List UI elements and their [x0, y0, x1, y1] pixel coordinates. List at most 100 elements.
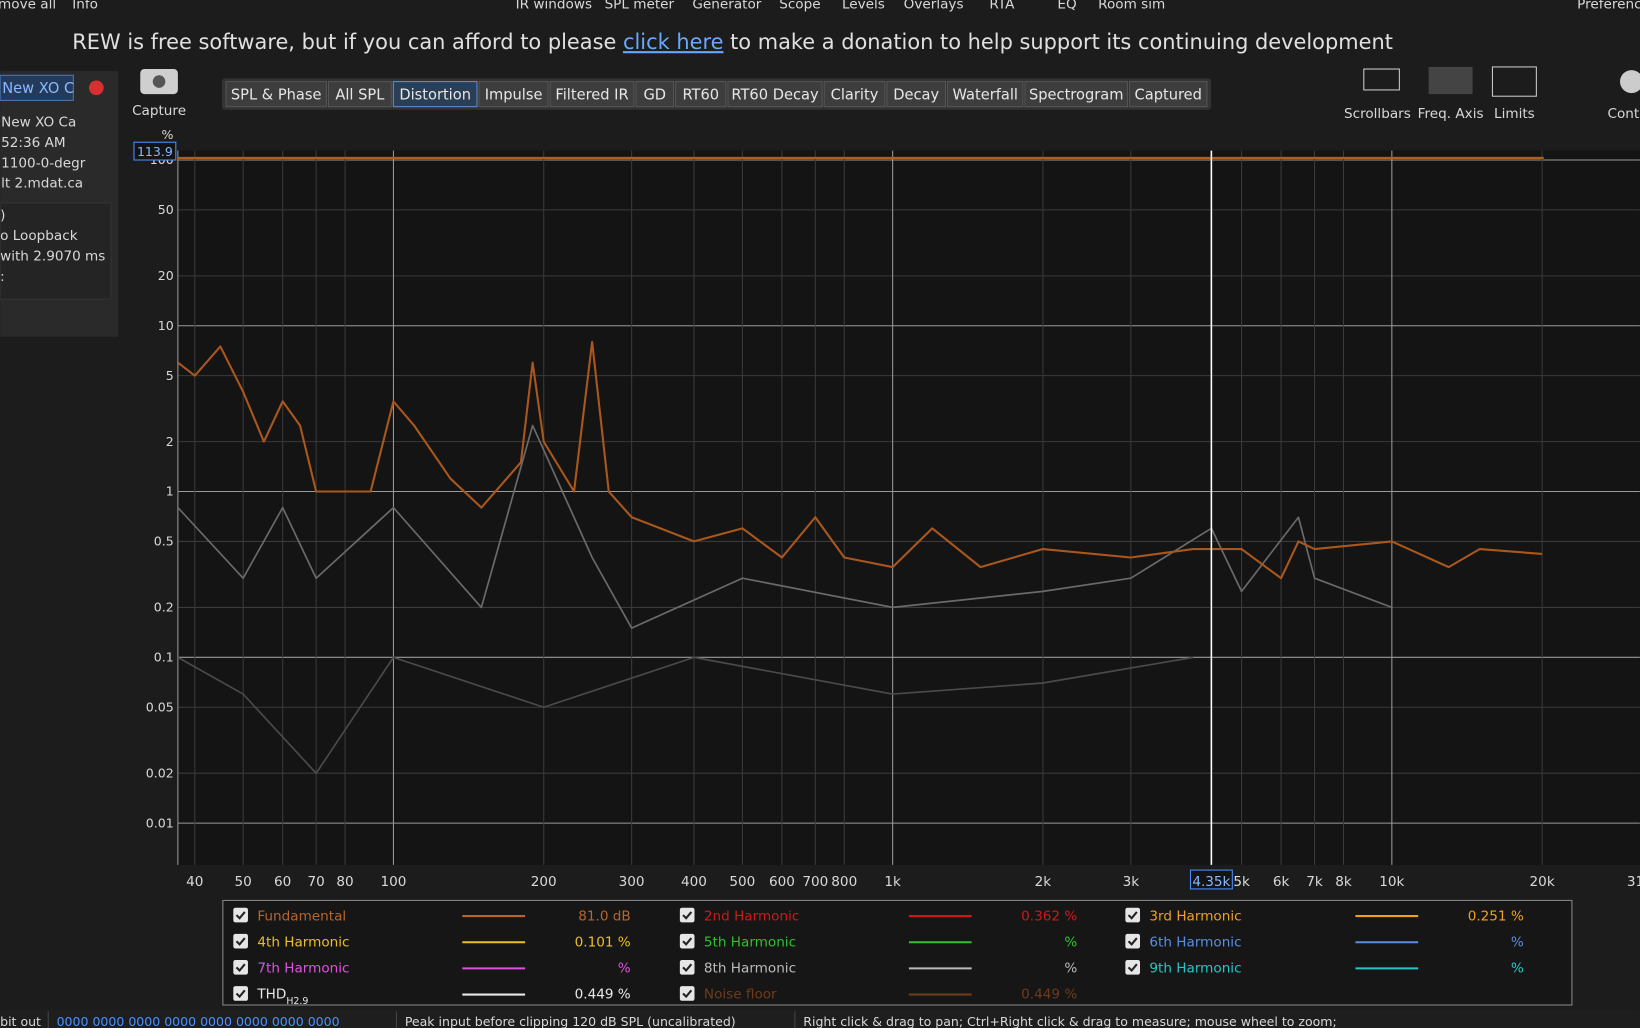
- limits-icon[interactable]: [1491, 66, 1537, 97]
- menu-item[interactable]: Overlays: [904, 0, 964, 12]
- legend-name: Fundamental: [257, 908, 346, 924]
- legend-value: %: [1064, 961, 1077, 977]
- banner-text: REW is free software, but if you can aff…: [72, 30, 623, 54]
- measurement-note: o Loopback: [0, 228, 78, 244]
- menu-item[interactable]: Generator: [692, 0, 761, 12]
- tab-button[interactable]: [947, 81, 1024, 108]
- tab-button[interactable]: [886, 81, 947, 108]
- tab-label: Impulse: [485, 86, 543, 103]
- tab-button[interactable]: [392, 81, 478, 108]
- legend-value: %: [1511, 961, 1524, 977]
- status-text: bit out: [0, 1014, 41, 1028]
- x-tick-label: 80: [336, 874, 353, 890]
- legend-name: 8th Harmonic: [704, 961, 796, 977]
- tab-label: GD: [643, 86, 666, 103]
- y-tick-label: 10: [158, 318, 174, 333]
- x-tick-label: 50: [235, 874, 252, 890]
- x-tick-label: 500: [729, 874, 755, 890]
- legend-checkbox[interactable]: [233, 933, 248, 949]
- selected-measurement[interactable]: [0, 74, 74, 101]
- controls-icon[interactable]: [1620, 70, 1640, 94]
- legend-value: 0.101 %: [575, 934, 631, 950]
- legend-subscript: H2.9: [286, 996, 308, 1007]
- x-tick-label: 7k: [1306, 874, 1323, 890]
- menu-item[interactable]: Levels: [842, 0, 885, 12]
- freq-axis-icon[interactable]: [1428, 66, 1473, 95]
- menu-item[interactable]: RTA: [989, 0, 1015, 12]
- legend-checkbox[interactable]: [679, 907, 695, 923]
- cursor-x-label: 4.35k: [1192, 874, 1230, 890]
- y-tick-label: 50: [158, 202, 174, 217]
- menu-item[interactable]: Preferenc: [1577, 0, 1640, 12]
- tool-label[interactable]: Freq. Axis: [1418, 106, 1484, 122]
- legend-checkbox[interactable]: [1125, 933, 1141, 949]
- x-tick-label: 400: [681, 874, 707, 890]
- tab-button[interactable]: [478, 81, 549, 108]
- menu-item[interactable]: Room sim: [1098, 0, 1165, 12]
- x-tick-label: 5k: [1233, 874, 1250, 890]
- measurement-detail: lt 2.mdat.ca: [1, 176, 83, 192]
- cursor-x-box: [1189, 869, 1233, 890]
- x-tick-label: 300: [619, 874, 645, 890]
- donation-link[interactable]: click here: [623, 30, 723, 54]
- status-text: Right click & drag to pan; Ctrl+Right cl…: [803, 1014, 1336, 1028]
- x-tick-label: 60: [274, 874, 291, 890]
- cursor-y-box: [133, 141, 177, 161]
- tool-label[interactable]: Limits: [1494, 106, 1535, 122]
- menu-item[interactable]: Scope: [779, 0, 820, 12]
- tab-button[interactable]: [549, 81, 635, 108]
- y-tick-label: 0.02: [146, 765, 174, 780]
- capture-label[interactable]: Capture: [132, 103, 186, 119]
- check-mark: [235, 937, 246, 946]
- x-tick-label: 6k: [1273, 874, 1290, 890]
- banner-text: to make a donation to help support its c…: [723, 30, 1392, 54]
- measurement-name[interactable]: New XO C: [2, 80, 74, 97]
- tab-button[interactable]: [1024, 81, 1128, 108]
- measurement-detail: New XO Ca: [1, 115, 76, 131]
- tab-button[interactable]: [727, 81, 823, 108]
- status-text: Peak input before clipping 120 dB SPL (u…: [405, 1014, 736, 1028]
- tab-button[interactable]: [675, 81, 727, 108]
- tab-label: Waterfall: [952, 86, 1017, 103]
- legend-value: 0.449 %: [575, 987, 631, 1003]
- status-text: 0000 0000 0000 0000 0000 0000 0000 0000: [57, 1014, 340, 1028]
- menu-item[interactable]: IR windows: [516, 0, 592, 12]
- tool-label[interactable]: Scrollbars: [1344, 106, 1411, 122]
- menu-item[interactable]: SPL meter: [605, 0, 675, 12]
- legend-checkbox[interactable]: [679, 986, 695, 1001]
- legend-checkbox[interactable]: [679, 933, 695, 949]
- trace-line: [177, 340, 1543, 580]
- tab-button[interactable]: [1129, 81, 1208, 108]
- legend-checkbox[interactable]: [233, 986, 248, 1001]
- tab-label: Spectrogram: [1029, 86, 1123, 103]
- tab-button[interactable]: [823, 81, 886, 108]
- tab-button[interactable]: [635, 81, 675, 108]
- legend-checkbox[interactable]: [1125, 907, 1141, 923]
- close-icon[interactable]: [89, 80, 104, 96]
- scrollbars-icon[interactable]: [1363, 68, 1400, 91]
- legend-checkbox[interactable]: [233, 960, 248, 975]
- tab-button[interactable]: [225, 81, 327, 108]
- trace-line: [177, 424, 1393, 629]
- y-tick-label: 0.2: [154, 600, 174, 615]
- tab-label: Filtered IR: [555, 86, 628, 103]
- legend-value: 0.449 %: [1021, 987, 1077, 1003]
- tool-label[interactable]: Cont: [1607, 106, 1639, 122]
- status-bar: [0, 1009, 1640, 1028]
- trace-line: [177, 656, 1194, 775]
- tab-button[interactable]: [327, 81, 392, 108]
- legend-checkbox[interactable]: [679, 960, 695, 975]
- menu-item[interactable]: Info: [72, 0, 98, 12]
- legend-checkbox[interactable]: [233, 907, 248, 923]
- menu-item[interactable]: EQ: [1057, 0, 1076, 12]
- measurement-detail: 52:36 AM: [1, 135, 65, 151]
- measurement-detail: 1100-0-degr: [1, 155, 86, 171]
- cursor-y-label: 113.9: [137, 144, 173, 159]
- legend-checkbox[interactable]: [1125, 960, 1141, 975]
- check-mark: [1127, 963, 1138, 973]
- x-tick-label: 31.7: [1627, 874, 1640, 890]
- menu-item[interactable]: move all: [0, 0, 56, 12]
- tab-label: Captured: [1135, 86, 1202, 103]
- x-tick-label: 10k: [1379, 874, 1404, 890]
